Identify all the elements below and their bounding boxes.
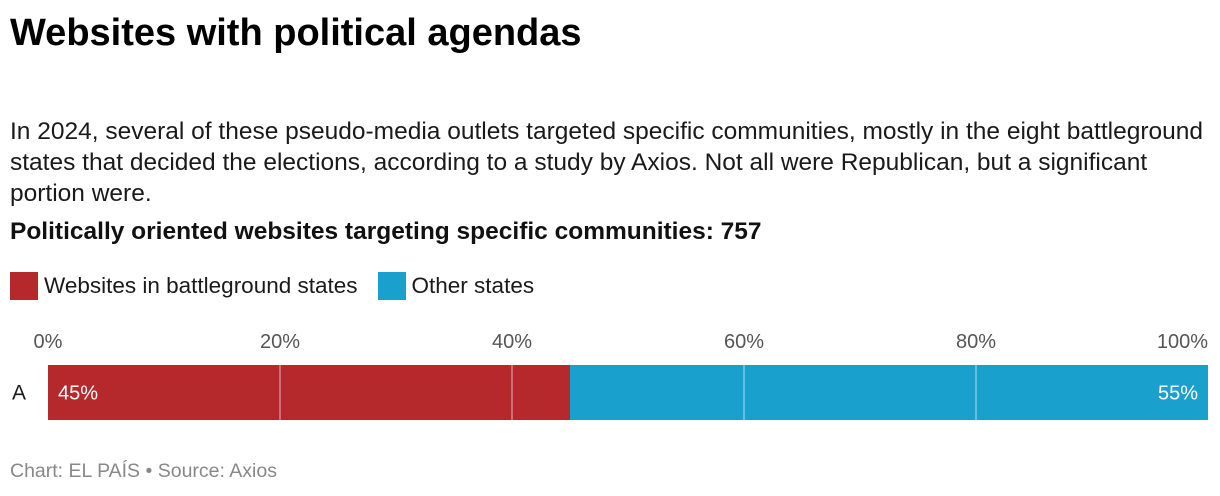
data-label-other: 55% — [1158, 383, 1198, 405]
legend-label-other: Other states — [411, 273, 535, 298]
x-tick-label: 40% — [492, 331, 532, 353]
bar-segment-battleground — [48, 365, 570, 420]
x-tick-label: 0% — [34, 331, 63, 353]
stacked-bar-chart: 0% 20% 40% 60% 80% 100% A 45% 55% — [12, 331, 1208, 420]
legend: Websites in battleground states Other st… — [10, 272, 554, 300]
chart-title: Websites with political agendas — [10, 12, 582, 54]
x-tick-label: 80% — [956, 331, 996, 353]
legend-item-other: Other states — [377, 272, 535, 300]
legend-item-battleground: Websites in battleground states — [10, 272, 358, 300]
x-tick-label: 60% — [724, 331, 764, 353]
legend-swatch-other — [377, 272, 406, 300]
bar-segment-other — [570, 365, 1208, 420]
x-tick-label: 100% — [1157, 331, 1208, 353]
chart-source: Chart: EL PAÍS • Source: Axios — [10, 460, 277, 482]
data-label-battleground: 45% — [58, 383, 98, 405]
x-tick-label: 20% — [260, 331, 300, 353]
category-label: A — [12, 382, 26, 405]
legend-swatch-battleground — [10, 272, 38, 300]
legend-label-battleground: Websites in battleground states — [44, 273, 358, 298]
chart-description: In 2024, several of these pseudo-media o… — [10, 118, 1204, 207]
chart-subtitle: Politically oriented websites targeting … — [10, 218, 762, 245]
